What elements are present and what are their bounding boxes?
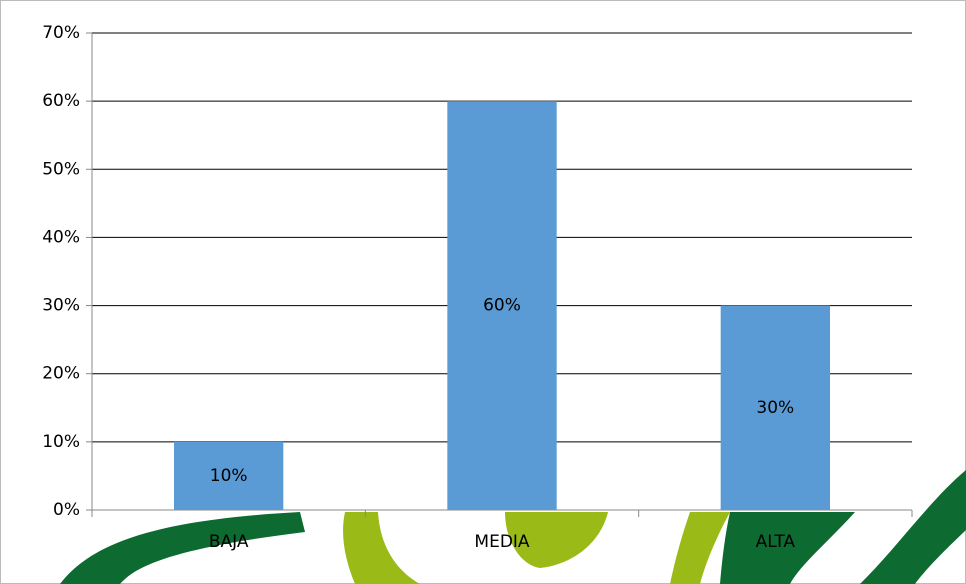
x-tick-label: MEDIA (474, 532, 530, 552)
data-label: 30% (756, 398, 794, 418)
data-label: 60% (483, 296, 521, 316)
bar (720, 305, 830, 510)
x-tick-label: BAJA (209, 532, 249, 552)
y-tick-label: 70% (42, 23, 80, 43)
y-tick-label: 10% (42, 432, 80, 452)
decoration (60, 470, 966, 584)
y-tick-label: 30% (42, 296, 80, 316)
y-tick-label: 60% (42, 91, 80, 111)
bar (447, 101, 557, 511)
y-tick-label: 20% (42, 364, 80, 384)
bar (174, 441, 284, 510)
x-tick-label: ALTA (756, 532, 796, 552)
y-tick-label: 0% (53, 500, 80, 520)
data-label: 10% (210, 466, 248, 486)
y-tick-label: 40% (42, 227, 80, 247)
y-tick-label: 50% (42, 159, 80, 179)
